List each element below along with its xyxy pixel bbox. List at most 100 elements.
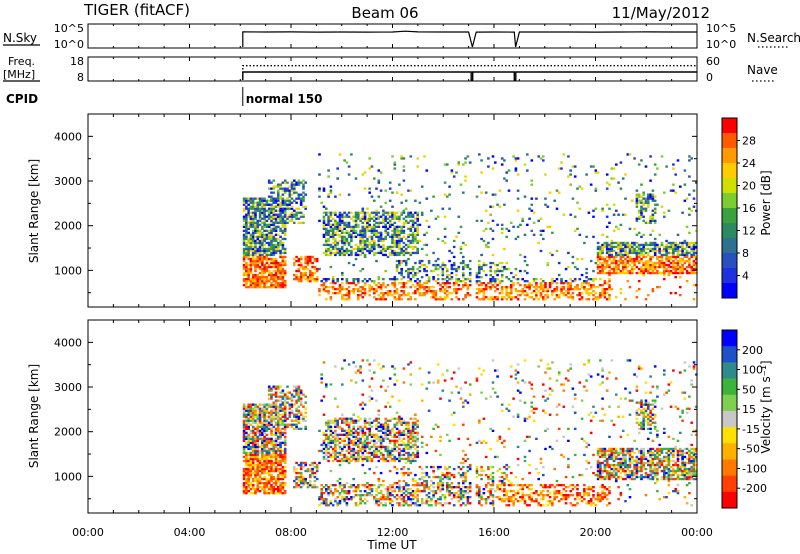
power-pixel: [395, 288, 399, 291]
power-pixel: [347, 286, 351, 289]
velocity-pixel: [274, 417, 278, 420]
velocity-pixel: [309, 482, 312, 485]
power-pixel: [391, 211, 394, 214]
velocity-pixel: [267, 486, 271, 489]
velocity-pixel: [327, 443, 330, 447]
velocity-pixel: [299, 391, 303, 394]
velocity-pixel: [267, 405, 271, 408]
power-pixel: [455, 269, 458, 273]
power-pixel: [270, 219, 273, 223]
velocity-pixel: [261, 411, 264, 414]
power-pixel: [695, 261, 698, 265]
power-pixel: [258, 197, 262, 200]
power-pixel: [621, 243, 625, 247]
power-pixel: [601, 207, 604, 210]
power-pixel: [459, 280, 463, 283]
power-pixel: [359, 253, 362, 257]
power-pixel: [690, 247, 693, 251]
power-pixel: [395, 267, 399, 271]
power-pixel: [327, 239, 330, 243]
velocity-pixel: [254, 433, 257, 437]
power-pixel: [304, 205, 307, 208]
power-pixel: [391, 251, 394, 255]
power-pixel: [279, 185, 282, 188]
velocity-pixel: [249, 439, 253, 443]
velocity-pixel: [277, 395, 280, 398]
power-pixel: [592, 278, 595, 281]
velocity-pixel: [338, 417, 342, 420]
power-pixel: [462, 284, 465, 287]
power-pixel: [251, 233, 255, 237]
power-pixel: [628, 251, 632, 255]
power-pixel: [551, 282, 554, 285]
power-pixel: [334, 211, 337, 214]
power-pixel: [658, 265, 661, 269]
power-pixel: [688, 263, 691, 267]
power-pixel: [393, 282, 397, 285]
power-pixel: [578, 292, 582, 295]
power-pixel: [516, 290, 520, 293]
power-pixel: [690, 271, 693, 275]
power-pixel: [649, 241, 652, 245]
power-pixel: [404, 269, 408, 273]
power-pixel: [605, 187, 609, 190]
power-pixel: [411, 237, 415, 241]
power-pixel: [368, 225, 371, 229]
power-pixel: [267, 229, 271, 233]
power-pixel: [279, 241, 282, 245]
velocity-pixel: [290, 399, 294, 402]
power-pixel: [605, 298, 609, 301]
power-pixel: [665, 249, 668, 253]
power-pixel: [644, 251, 648, 255]
power-pixel: [651, 199, 655, 202]
velocity-pixel: [256, 437, 260, 441]
power-pixel: [637, 280, 641, 283]
power-pixel: [398, 239, 401, 243]
power-pixel: [311, 265, 314, 269]
velocity-pixel: [261, 467, 264, 471]
velocity-pixel: [277, 415, 280, 418]
power-pixel: [274, 243, 278, 247]
power-pixel: [329, 243, 333, 247]
power-pixel: [642, 219, 645, 223]
power-pixel: [462, 265, 465, 269]
velocity-pixel: [242, 455, 246, 459]
power-pixel: [377, 286, 381, 289]
power-pixel: [535, 292, 538, 295]
velocity-pixel: [277, 427, 280, 431]
velocity-pixel: [283, 473, 287, 477]
power-pixel: [274, 245, 278, 249]
power-pixel: [322, 227, 326, 231]
velocity-pixel: [322, 492, 326, 495]
power-pixel: [653, 247, 657, 251]
velocity-pixel: [263, 411, 266, 414]
power-pixel: [242, 209, 246, 212]
power-pixel: [510, 280, 513, 283]
velocity-pixel: [283, 417, 287, 420]
velocity-pixel: [325, 443, 328, 447]
power-pixel: [653, 173, 657, 176]
velocity-pixel: [247, 411, 250, 414]
velocity-pixel: [361, 484, 365, 487]
velocity-pixel: [375, 399, 378, 402]
velocity-pixel: [251, 457, 255, 461]
velocity-pixel: [249, 451, 253, 455]
velocity-pixel: [249, 453, 253, 457]
velocity-pixel: [245, 463, 248, 467]
power-pixel: [651, 193, 655, 196]
power-pixel: [386, 227, 390, 231]
power-pixel: [254, 245, 257, 249]
power-pixel: [404, 219, 408, 223]
velocity-pixel: [295, 475, 298, 479]
power-pixel: [331, 288, 335, 291]
power-pixel: [281, 193, 285, 196]
power-pixel: [400, 251, 403, 255]
velocity-pixel: [331, 484, 335, 487]
power-pixel: [320, 201, 323, 204]
velocity-pixel: [345, 492, 349, 495]
power-pixel: [242, 199, 246, 202]
power-pixel: [343, 294, 346, 297]
velocity-pixel: [354, 457, 358, 461]
power-pixel: [322, 215, 326, 218]
power-pixel: [325, 251, 328, 255]
